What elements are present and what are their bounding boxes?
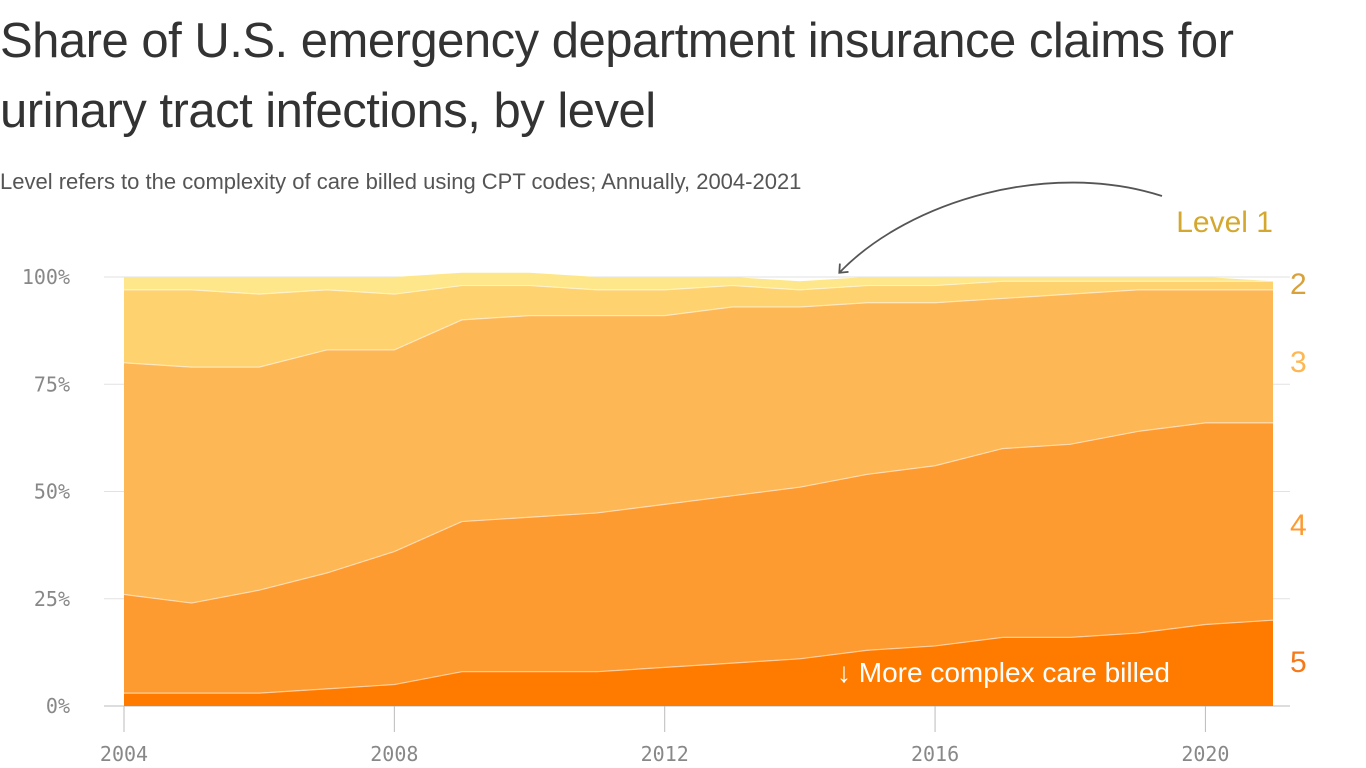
chart-subtitle: Level refers to the complexity of care b…: [0, 169, 802, 194]
series-boundary: [124, 619, 1274, 694]
x-tick-label: 2008: [370, 742, 418, 766]
level-label: 3: [1290, 346, 1307, 379]
level-1-arrow: [838, 181, 1163, 274]
area-level-3: [124, 289, 1273, 604]
y-tick-label: 50%: [34, 480, 70, 504]
level-label: 5: [1290, 646, 1307, 679]
area-series: [124, 272, 1273, 706]
level-label: 2: [1290, 268, 1307, 301]
y-tick-label: 25%: [34, 587, 70, 611]
x-axis-ticks: 2004 2008 2012 2016 2020: [100, 706, 1229, 766]
y-tick-label: 75%: [34, 372, 70, 396]
level-label: 4: [1290, 509, 1307, 542]
complexity-annotation: ↓ More complex care billed: [837, 657, 1170, 688]
series-boundary: [123, 289, 1273, 368]
area-level-5: [124, 620, 1273, 706]
x-tick-label: 2020: [1181, 742, 1229, 766]
area-level-4: [124, 422, 1273, 694]
x-tick-label: 2016: [911, 742, 959, 766]
level-label: Level 1: [1176, 206, 1273, 239]
x-tick-label: 2012: [641, 742, 689, 766]
chart-title: Share of U.S. emergency department insur…: [0, 14, 1234, 138]
level-labels: Level 1 2 3 4 5: [1176, 206, 1306, 679]
y-axis-ticks: 0% 25% 50% 75% 100%: [22, 265, 70, 718]
series-boundary: [124, 280, 1273, 295]
area-level-2: [124, 281, 1273, 368]
x-tick-label: 2004: [100, 742, 148, 766]
y-tick-label: 100%: [22, 265, 70, 289]
series-boundary: [123, 422, 1273, 604]
area-level-1: [124, 272, 1273, 295]
y-tick-label: 0%: [46, 694, 70, 718]
series-boundaries: [123, 280, 1274, 694]
